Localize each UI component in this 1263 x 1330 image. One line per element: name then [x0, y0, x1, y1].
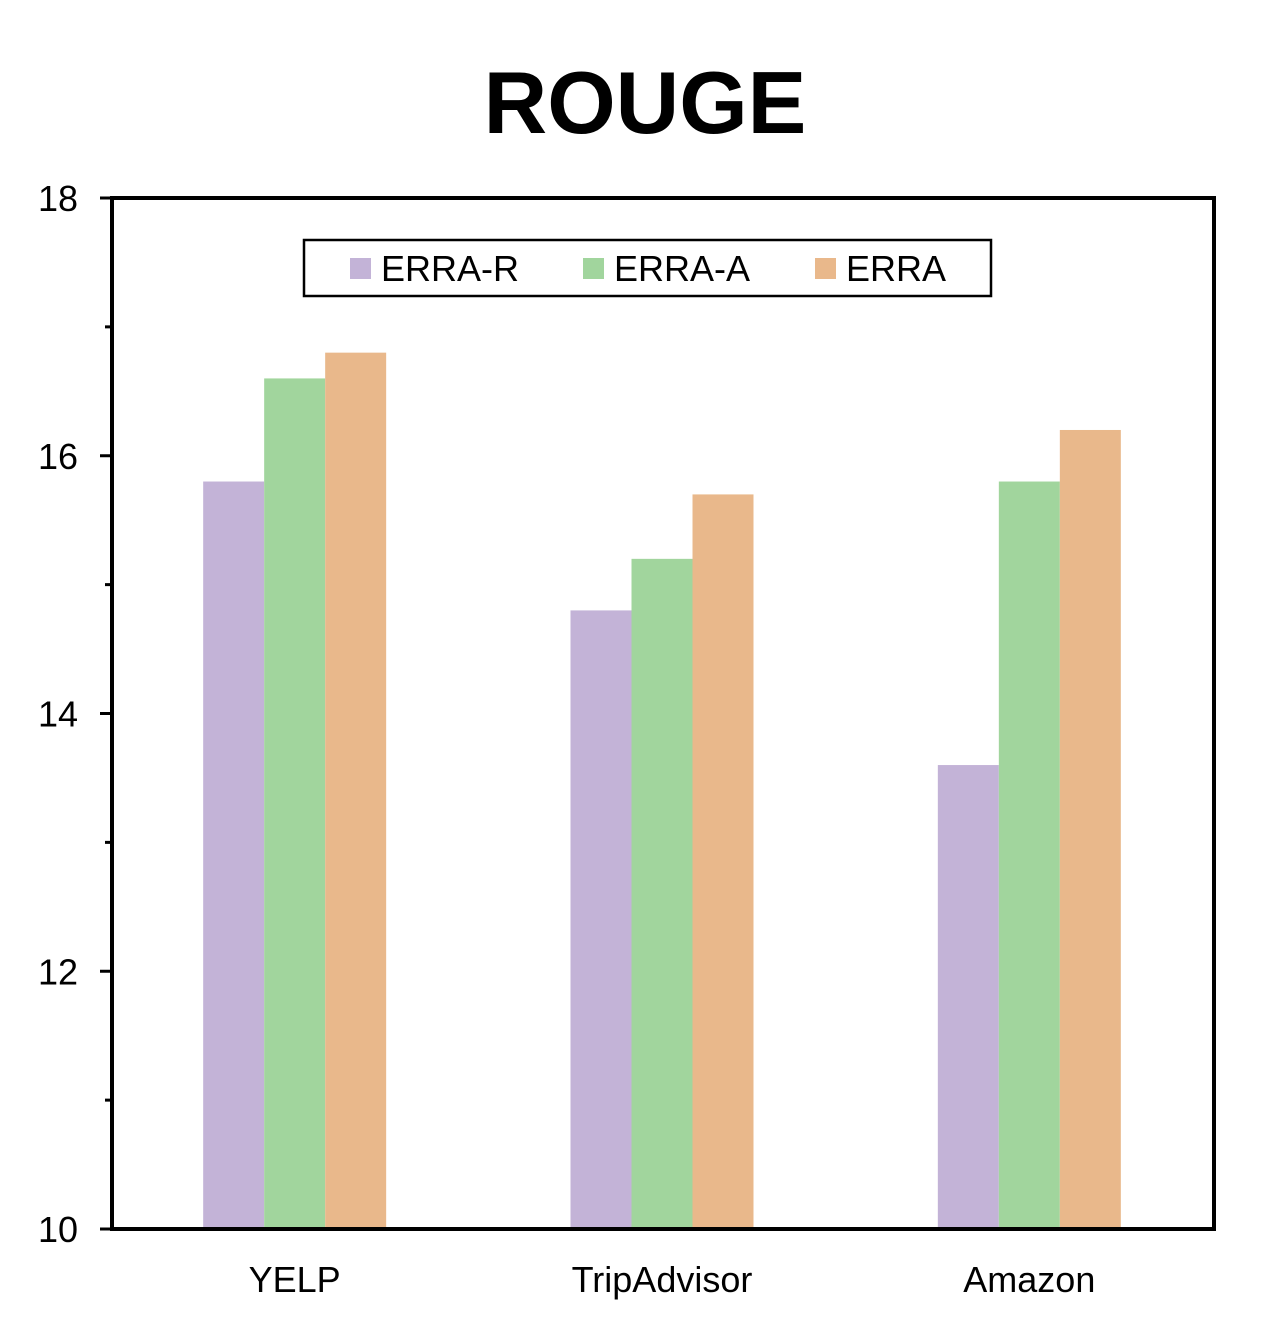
bar-erra-yelp: [325, 352, 387, 1229]
legend-box: [302, 238, 993, 298]
y-tick-label: 16: [38, 436, 78, 477]
chart-title: ROUGE: [484, 53, 807, 152]
y-axis: 10 12 14 16 18: [38, 178, 112, 1250]
legend-swatch-erra-r: [350, 258, 371, 279]
legend-label-erra-a: ERRA-A: [614, 248, 750, 289]
bar-erra-amazon: [1059, 429, 1121, 1230]
bar-erra-r-tripadvisor: [570, 610, 632, 1229]
bars-layer: [203, 352, 1121, 1230]
x-tick-label: Amazon: [963, 1259, 1095, 1300]
y-tick-label: 14: [38, 694, 78, 735]
bar-erra-a-amazon: [998, 481, 1060, 1229]
y-tick-label: 18: [38, 178, 78, 219]
bar-erra-a-yelp: [264, 378, 326, 1229]
bar-erra-r-yelp: [203, 481, 265, 1229]
legend-swatch-erra: [815, 258, 836, 279]
bar-erra-a-tripadvisor: [631, 558, 693, 1229]
legend-label-erra-r: ERRA-R: [381, 248, 519, 289]
x-tick-label: TripAdvisor: [572, 1259, 753, 1300]
legend: ERRA-R ERRA-A ERRA: [302, 238, 993, 298]
x-tick-label: YELP: [249, 1259, 341, 1300]
legend-swatch-erra-a: [583, 258, 604, 279]
bar-erra-tripadvisor: [692, 494, 754, 1230]
x-axis: YELP TripAdvisor Amazon: [249, 1259, 1096, 1300]
y-tick-label: 10: [38, 1209, 78, 1250]
bar-erra-r-amazon: [937, 765, 999, 1229]
legend-label-erra: ERRA: [846, 248, 946, 289]
y-tick-label: 12: [38, 951, 78, 992]
